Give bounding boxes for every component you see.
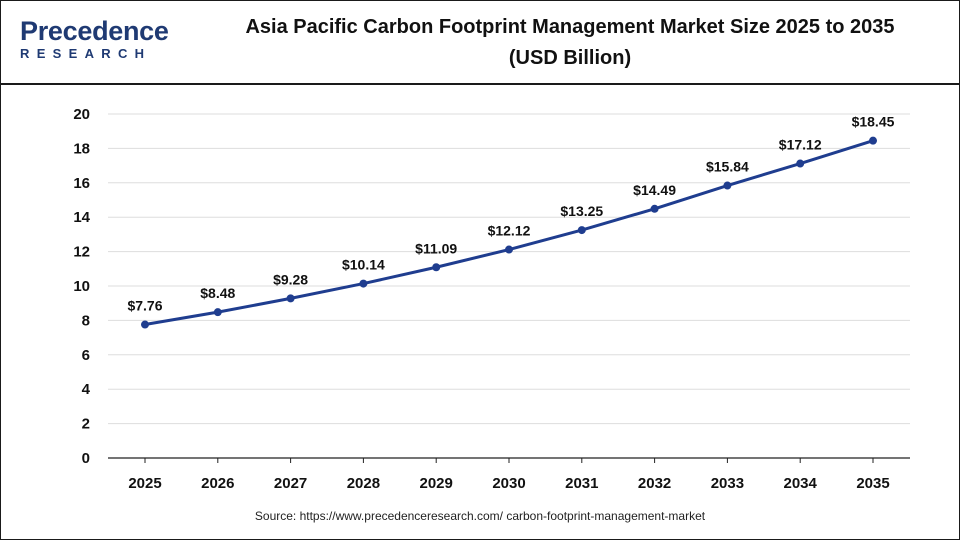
data-point [577,226,586,235]
data-point [286,294,295,303]
source-note: Source: https://www.precedenceresearch.c… [254,509,706,523]
header: Precedence RESEARCH Asia Pacific Carbon … [0,0,960,85]
y-tick-label: 20 [73,106,90,123]
data-point [505,245,513,254]
x-tick-label: 2035 [856,475,889,492]
chart-title-line-1: Asia Pacific Carbon Footprint Management… [245,16,895,38]
y-tick-label: 18 [73,140,90,157]
data-label: $13.25 [560,203,603,219]
data-label: $15.84 [706,159,749,175]
y-tick-label: 8 [82,312,90,329]
precedence-research-logo: Precedence RESEARCH [16,16,169,66]
x-tick-label: 2030 [492,475,525,492]
data-label: $8.48 [200,285,235,301]
x-tick-label: 2032 [638,475,671,492]
x-tick-label: 2025 [128,475,161,492]
x-tick-label: 2029 [420,475,453,492]
line-chart: 0 2 4 6 8 10 12 14 16 18 20 2025 2026 2027 2028 2029 203… [73,106,910,492]
x-tick-label: 2033 [711,475,744,492]
data-point [213,308,222,317]
data-label: $10.14 [342,257,385,273]
y-tick-label: 14 [73,209,90,226]
data-label: $17.12 [779,137,822,153]
data-label: $14.49 [633,182,676,198]
y-tick-label: 16 [73,175,90,192]
logo-subtitle: RESEARCH [20,46,152,61]
data-point [796,159,805,168]
x-tick-label: 2026 [201,475,234,492]
data-point [723,181,732,190]
y-tick-label: 0 [82,450,90,467]
data-point [359,279,368,288]
y-tick-label: 4 [82,381,91,398]
data-point [432,263,441,272]
data-point [141,320,149,329]
chart-title: Asia Pacific Carbon Footprint Management… [190,12,950,74]
data-point [869,136,877,145]
x-tick-label: 2031 [565,475,598,492]
y-tick-label: 6 [82,347,90,364]
x-tick-label: 2027 [274,475,307,492]
data-label: $9.28 [273,271,308,287]
data-label: $12.12 [488,223,531,239]
x-tick-label: 2034 [784,475,818,492]
x-tick-label: 2028 [347,475,380,492]
chart-title-line-2: (USD Billion) [508,47,632,69]
data-label: $18.45 [852,114,895,130]
data-point [650,204,659,213]
y-tick-label: 2 [82,416,90,433]
data-label: $11.09 [415,240,457,256]
logo-wordmark: Precedence [20,16,169,46]
data-label: $7.76 [127,298,162,314]
y-tick-label: 10 [73,278,90,295]
y-tick-label: 12 [73,244,90,261]
